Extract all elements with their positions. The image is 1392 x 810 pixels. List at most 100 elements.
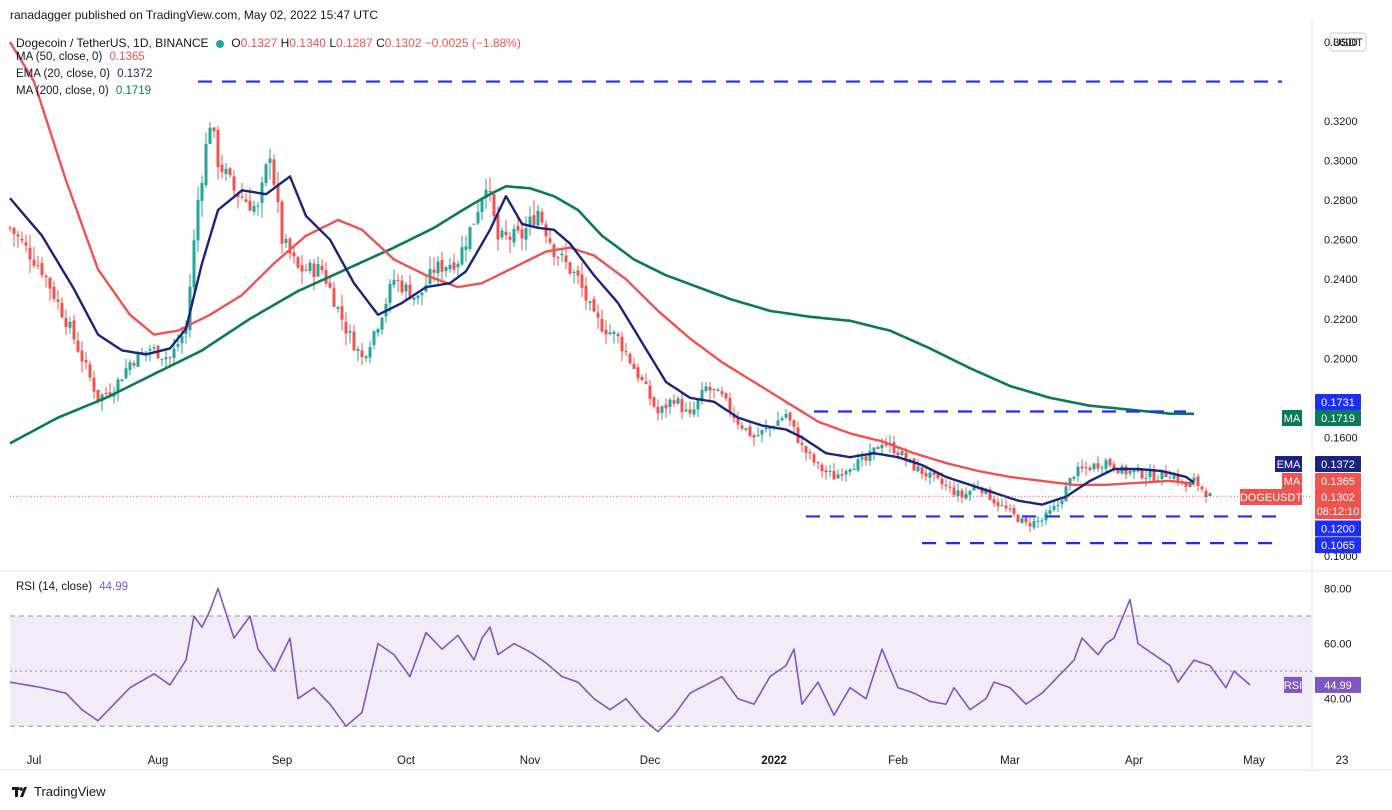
candle-body xyxy=(672,400,676,404)
rsi-header[interactable]: RSI (14, close) 44.99 xyxy=(16,581,128,593)
candle-body xyxy=(832,470,836,480)
candle-body xyxy=(400,280,404,293)
candle-body xyxy=(600,319,604,332)
candle xyxy=(1144,470,1148,487)
candle-body xyxy=(228,168,232,175)
candle-body xyxy=(36,265,40,267)
candle-body xyxy=(1072,476,1076,479)
candle xyxy=(380,316,384,335)
candle-body xyxy=(88,364,92,378)
price-label-bg xyxy=(1315,537,1361,554)
candle-body xyxy=(568,262,572,274)
candle-body xyxy=(16,234,20,237)
candle-body xyxy=(24,242,28,246)
indicator-ma200[interactable]: MA (200, close, 0) 0.1719 xyxy=(16,85,151,97)
candle xyxy=(852,463,856,471)
candle xyxy=(740,422,744,431)
price-tick-label: 0.3600 xyxy=(1324,37,1358,49)
indicator-ma50[interactable]: MA (50, close, 0) 0.1365 xyxy=(16,51,145,63)
candle xyxy=(688,401,692,418)
candle xyxy=(508,232,512,254)
candle xyxy=(780,415,784,422)
candle xyxy=(996,498,1000,512)
candle-body xyxy=(60,302,64,318)
candle xyxy=(348,324,352,344)
candle-body xyxy=(748,426,752,436)
candle-body xyxy=(124,368,128,379)
candle xyxy=(204,132,208,188)
candle xyxy=(788,411,792,427)
candle xyxy=(548,228,552,246)
candle-body xyxy=(504,231,508,236)
candle-body xyxy=(264,164,268,184)
candle xyxy=(284,234,288,248)
candle-body xyxy=(168,357,172,359)
candle-body xyxy=(1168,477,1172,479)
candle-body xyxy=(280,201,284,244)
candle-body xyxy=(956,490,960,496)
ohlc-close: C0.1302 xyxy=(376,36,422,50)
candle-body xyxy=(508,236,512,240)
candle-body xyxy=(768,427,772,429)
candle-body xyxy=(180,336,184,344)
candle xyxy=(636,363,640,383)
candle-body xyxy=(548,238,552,243)
candle-body xyxy=(456,263,460,268)
indicator-label: EMA (20, close, 0) xyxy=(16,68,110,80)
candle xyxy=(604,320,608,344)
candle xyxy=(1048,504,1052,517)
candle-body xyxy=(724,393,728,399)
price-label-value: 0.1065 xyxy=(1321,540,1355,552)
candle-body xyxy=(944,484,948,486)
candle xyxy=(408,275,412,300)
candle-body xyxy=(876,446,880,450)
candle-body xyxy=(488,190,492,192)
candle-body xyxy=(1016,514,1020,522)
price-label-tag-bg xyxy=(1282,410,1302,426)
candle-body xyxy=(840,474,844,476)
candle xyxy=(720,386,724,398)
tradingview-footer[interactable]: TradingView xyxy=(12,784,106,799)
candle-body xyxy=(464,246,468,250)
candle-body xyxy=(1160,470,1164,480)
rsi-tick-label: 80.00 xyxy=(1324,584,1352,596)
candle-body xyxy=(1000,504,1004,506)
candle-body xyxy=(224,168,228,174)
candle-body xyxy=(996,502,1000,507)
indicator-ema20[interactable]: EMA (20, close, 0) 0.1372 xyxy=(16,68,152,80)
candle xyxy=(324,262,328,287)
candle xyxy=(48,276,52,301)
candle-body xyxy=(928,472,932,478)
candle-body xyxy=(192,240,196,288)
candle xyxy=(968,489,972,502)
candle xyxy=(44,273,48,288)
candle-body xyxy=(916,466,920,472)
candle-body xyxy=(624,351,628,353)
candle-body xyxy=(316,264,320,277)
candle xyxy=(124,359,128,380)
candle xyxy=(84,351,88,370)
candle-body xyxy=(972,486,976,491)
candle xyxy=(572,269,576,284)
candle xyxy=(76,332,80,354)
candle xyxy=(40,257,44,279)
candle xyxy=(988,487,992,501)
candle-body xyxy=(532,215,536,226)
candle-body xyxy=(1076,466,1080,477)
candle-body xyxy=(752,435,756,438)
candle xyxy=(1072,475,1076,481)
price-tick-label: 0.1000 xyxy=(1324,551,1358,563)
candle xyxy=(1096,456,1100,472)
candle xyxy=(144,351,148,362)
candle-body xyxy=(676,398,680,404)
candle-body xyxy=(304,269,308,271)
candle xyxy=(928,468,932,485)
candle-body xyxy=(1192,477,1196,482)
candle xyxy=(120,378,124,382)
candle-body xyxy=(620,336,624,352)
candle-body xyxy=(108,392,112,396)
candle-body xyxy=(1116,470,1120,474)
candle xyxy=(620,331,624,362)
candle xyxy=(472,223,476,225)
